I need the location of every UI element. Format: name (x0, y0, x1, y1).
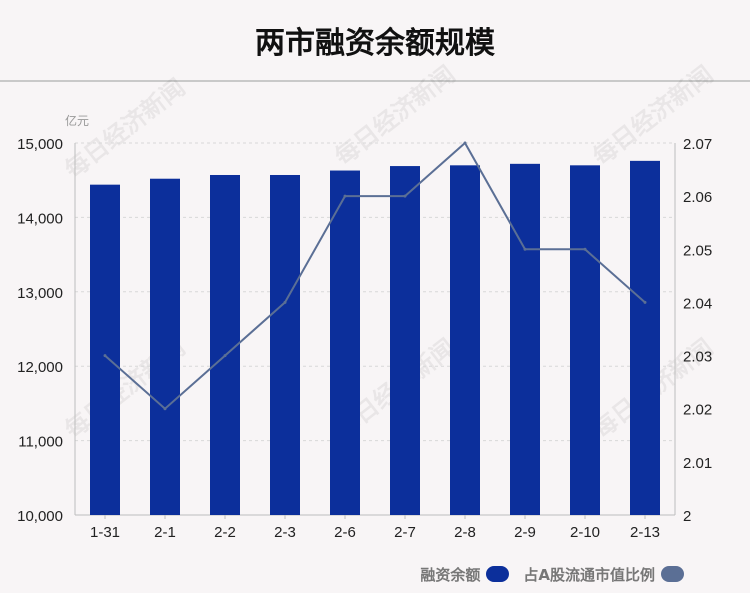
legend-item-balance: 融资余额 (420, 564, 510, 585)
x-tick-label: 1-31 (90, 524, 120, 541)
x-tick-label: 2-6 (334, 524, 356, 541)
bar (330, 170, 360, 515)
bar (150, 178, 180, 515)
legend-swatch-balance (486, 566, 510, 582)
y-left-tick-label: 11,000 (18, 434, 63, 451)
x-tick-label: 2-1 (154, 524, 176, 541)
y-right-tick-label: 2 (683, 508, 691, 525)
ratio-point (163, 407, 167, 411)
legend-swatch-ratio (661, 566, 684, 582)
bar (270, 174, 300, 515)
ratio-point (463, 141, 467, 145)
x-tick-label: 2-13 (630, 524, 660, 541)
y-left-tick-label: 14,000 (17, 210, 63, 227)
y-right-tick-label: 2.01 (683, 455, 712, 472)
x-tick-label: 2-7 (394, 524, 416, 541)
bar (570, 165, 600, 515)
bar (630, 160, 660, 515)
chart-title: 两市融资余额规模 (255, 26, 495, 61)
watermark: 每日经济新闻 (60, 73, 191, 184)
bar (390, 166, 420, 515)
bar (90, 184, 120, 515)
x-tick-label: 2-10 (570, 524, 600, 541)
x-tick-label: 2-9 (514, 524, 536, 541)
y-right-tick-label: 2.04 (683, 295, 712, 312)
y-left-tick-label: 13,000 (17, 285, 63, 302)
y-left-unit-label: 亿元 (65, 113, 89, 128)
y-right-tick-label: 2.07 (683, 136, 712, 153)
y-right-tick-label: 2.02 (683, 402, 712, 419)
y-left-tick-label: 15,000 (17, 136, 63, 153)
x-tick-label: 2-2 (214, 524, 236, 541)
ratio-point (583, 247, 587, 251)
x-tick-label: 2-3 (274, 524, 296, 541)
y-left-tick-label: 10,000 (17, 508, 63, 525)
x-tick-label: 2-8 (454, 524, 476, 541)
watermark: 每日经济新闻 (330, 60, 461, 171)
y-right-tick-label: 2.03 (683, 349, 712, 366)
title-divider (0, 80, 750, 82)
legend-label-balance: 融资余额 (420, 565, 481, 584)
y-right-tick-label: 2.06 (683, 189, 712, 206)
ratio-point (103, 354, 107, 358)
y-right-tick-label: 2.05 (683, 242, 712, 259)
watermark: 每日经济新闻 (588, 60, 719, 171)
ratio-point (523, 247, 527, 251)
ratio-point (643, 300, 647, 304)
ratio-point (223, 354, 227, 358)
bar (510, 163, 540, 515)
legend: 融资余额 占A股流通市值比例 (420, 563, 684, 585)
legend-item-ratio: 占A股流通市值比例 (523, 564, 684, 585)
bar (210, 174, 240, 515)
y-left-tick-label: 12,000 (17, 359, 63, 376)
ratio-point (403, 194, 407, 198)
bar (450, 165, 480, 515)
legend-label-ratio: 占A股流通市值比例 (523, 565, 655, 584)
ratio-point (283, 300, 287, 304)
ratio-line (104, 141, 646, 411)
ratio-point (343, 194, 347, 198)
